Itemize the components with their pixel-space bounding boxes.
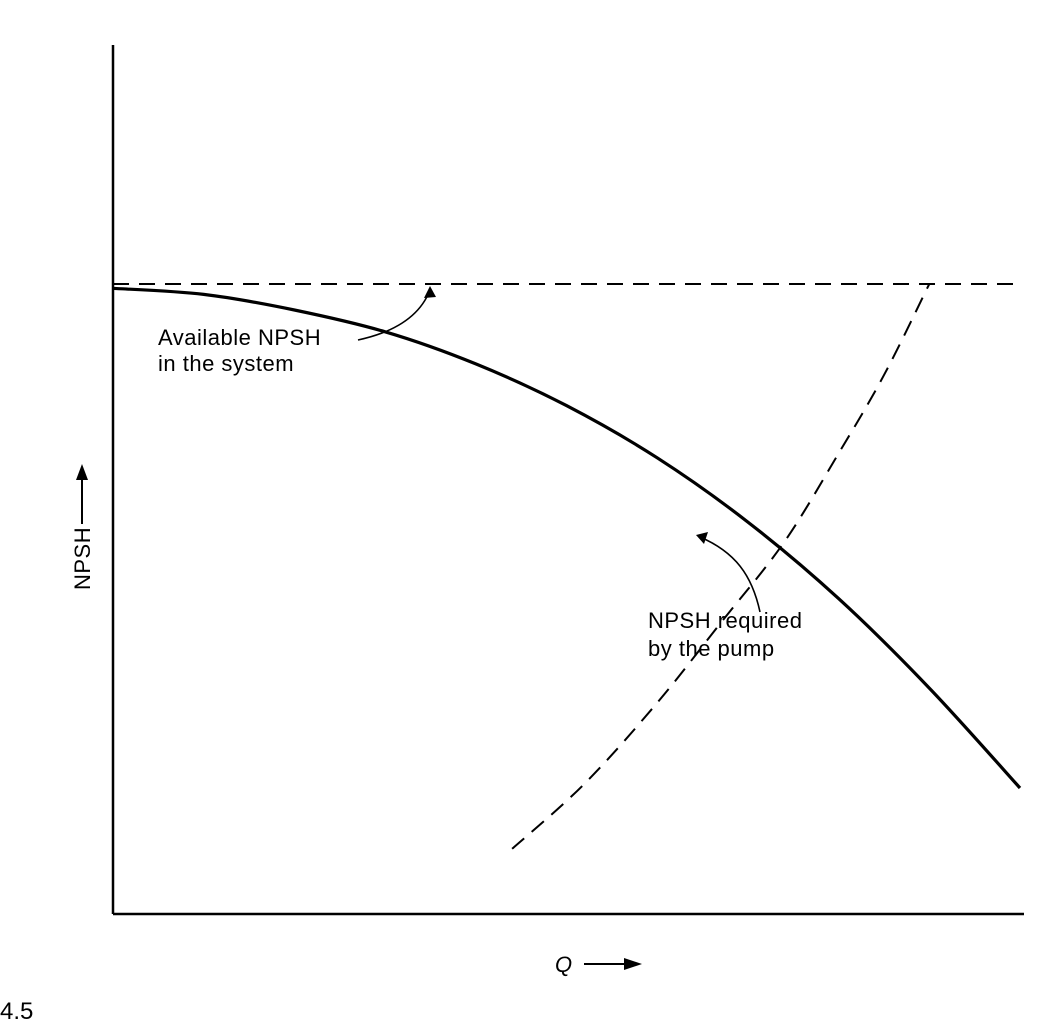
- available-npsh-label-line2: in the system: [158, 351, 294, 376]
- y-axis-label: NPSH: [70, 527, 95, 590]
- npsh-required-leader-arrow: [696, 532, 708, 544]
- available-npsh-leader-arrow: [424, 286, 436, 298]
- y-axis-label-group: NPSH: [70, 464, 95, 590]
- available-npsh-curve: [112, 286, 1022, 790]
- series-layer: [112, 283, 1022, 850]
- npsh-required-label-line1: NPSH required: [648, 608, 802, 633]
- y-axis-label-arrow-icon: [76, 464, 88, 480]
- npsh-required-leader: [699, 536, 761, 613]
- available-npsh-label-line1: Available NPSH: [158, 325, 321, 350]
- npsh-required-curve: [511, 283, 931, 850]
- npsh-required-label-line2: by the pump: [648, 636, 775, 661]
- x-axis-label: Q: [555, 952, 573, 977]
- x-axis-label-arrow-icon: [624, 958, 642, 970]
- available-npsh-leader: [357, 289, 431, 341]
- figure-caption: 4.5: [0, 998, 33, 1021]
